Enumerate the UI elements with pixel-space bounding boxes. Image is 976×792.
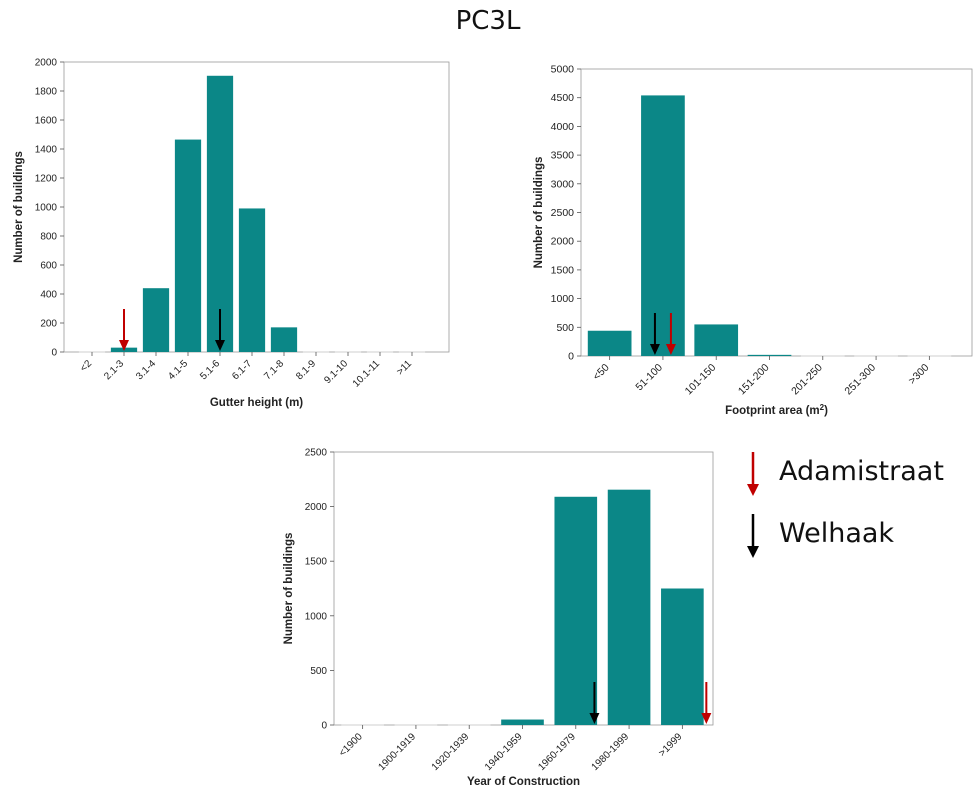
bar-1980-1999 xyxy=(607,489,651,725)
y-tick-label: 500 xyxy=(556,322,574,334)
marker-arrow-adamistraat xyxy=(119,309,129,351)
bar-1940-1959 xyxy=(501,719,544,725)
y-tick-label: 5000 xyxy=(551,64,575,76)
bar-1960-1979 xyxy=(554,496,598,725)
y-tick-label: 0 xyxy=(321,721,327,732)
arrow-head xyxy=(589,713,600,724)
bar-3.1-4 xyxy=(142,288,170,352)
y-tick-label: 2500 xyxy=(551,207,575,219)
bar-6.1-7 xyxy=(238,208,266,352)
y-axis-label: Number of buildings xyxy=(283,533,295,645)
bar-<50 xyxy=(587,330,632,356)
x-tick-label: 1940-1959 xyxy=(483,731,525,773)
y-tick-label: 0 xyxy=(51,348,57,359)
arrow-head xyxy=(649,344,660,355)
marker-arrow-adamistraat xyxy=(665,313,676,355)
y-tick-label: 0 xyxy=(568,351,574,363)
bar-5.1-6 xyxy=(206,75,234,353)
x-tick-label: 1980-1999 xyxy=(590,731,632,773)
marker-arrow-welhaak xyxy=(589,682,600,724)
marker-arrow-adamistraat xyxy=(701,682,712,724)
bar-51-100 xyxy=(641,95,685,357)
y-tick-label: 1200 xyxy=(35,174,58,185)
y-tick-label: 3500 xyxy=(551,150,575,162)
x-axis-label: Gutter height (m) xyxy=(210,397,303,409)
marker-arrow-welhaak xyxy=(649,313,660,355)
arrow-head xyxy=(665,344,676,355)
red-down-arrow-icon xyxy=(747,452,759,496)
legend-label: Adamistraat xyxy=(779,456,944,487)
y-tick-label: 500 xyxy=(310,666,327,677)
y-tick-label: 400 xyxy=(40,290,57,301)
arrow-head xyxy=(215,340,225,351)
y-tick-label: 2000 xyxy=(305,502,328,513)
y-tick-label: 1500 xyxy=(305,557,328,568)
y-tick-label: 600 xyxy=(40,261,57,272)
y-axis-label: Number of buildings xyxy=(533,157,545,269)
page-title: PC3L xyxy=(455,6,521,36)
x-tick-label: 1900-1919 xyxy=(376,731,418,773)
y-tick-label: 1000 xyxy=(35,203,58,214)
y-tick-label: 3000 xyxy=(551,178,575,190)
black-down-arrow-icon xyxy=(747,514,759,558)
y-tick-label: 1800 xyxy=(35,87,58,98)
arrow-head xyxy=(119,340,129,351)
y-tick-label: 2000 xyxy=(551,236,575,248)
x-tick-label: >1999 xyxy=(657,731,685,759)
arrow-head xyxy=(701,713,712,724)
y-tick-label: 1000 xyxy=(551,293,575,305)
bar-101-150 xyxy=(694,324,739,356)
y-tick-label: 4500 xyxy=(551,92,575,104)
y-axis-label: Number of buildings xyxy=(13,151,25,263)
y-tick-label: 1400 xyxy=(35,145,58,156)
marker-arrow-welhaak xyxy=(215,309,225,351)
y-tick-label: 1600 xyxy=(35,116,58,127)
y-tick-label: 4000 xyxy=(551,121,575,133)
bar-4.1-5 xyxy=(174,139,202,352)
y-tick-label: 1000 xyxy=(305,611,328,622)
bar-151-200 xyxy=(747,354,792,356)
x-tick-label: 1920-1939 xyxy=(430,731,472,773)
x-tick-label: <1900 xyxy=(337,731,365,759)
y-tick-label: 1500 xyxy=(551,264,575,276)
bar-7.1-8 xyxy=(270,327,298,352)
x-tick-label: 1960-1979 xyxy=(536,731,578,773)
x-axis-label: Year of Construction xyxy=(467,776,580,788)
y-tick-label: 2500 xyxy=(305,448,328,459)
bar->1999 xyxy=(661,588,704,725)
legend-label: Welhaak xyxy=(779,518,895,549)
y-tick-label: 200 xyxy=(40,319,57,330)
y-tick-label: 800 xyxy=(40,232,57,243)
x-axis-label: Footprint area (m2) xyxy=(725,403,828,417)
y-tick-label: 2000 xyxy=(35,58,58,69)
plot-frame xyxy=(333,451,714,726)
